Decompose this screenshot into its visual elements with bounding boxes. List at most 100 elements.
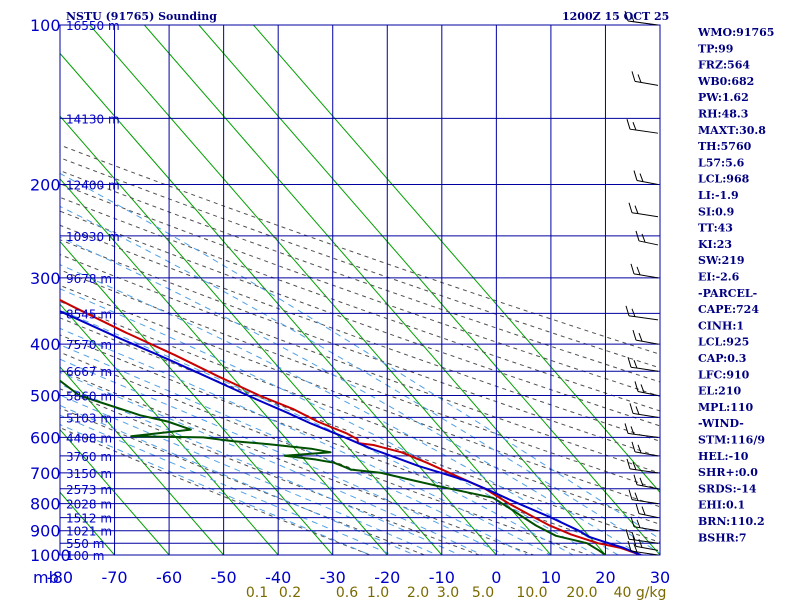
isotherm-line (143, 25, 606, 555)
wind-barb-flag (624, 423, 629, 434)
height-tick-label: 10930 m (66, 230, 120, 244)
height-tick-label: 9678 m (66, 272, 112, 286)
mixing-ratio-label: 10.0 (516, 585, 547, 600)
sounding-index: CAPE:724 (698, 303, 759, 316)
wind-barb-shaft (631, 212, 659, 218)
wind-barb-flag (641, 233, 646, 243)
pressure-tick-label: 1000 (30, 546, 71, 565)
sounding-index: EI:-2.6 (698, 271, 740, 284)
sounding-index: CAP:0.3 (698, 352, 746, 365)
pressure-tick-label: 600 (30, 428, 61, 447)
wind-barb-flag (630, 13, 635, 23)
pressure-tick-labels: 100 200 300 400 500 600 700 800 900 1000 (30, 16, 71, 565)
wind-barb-flag (633, 543, 638, 553)
wind-barb-shaft (631, 499, 659, 505)
temperature-tick-label: -10 (429, 568, 455, 587)
sounding-time: 1200Z 15 OCT 25 (562, 10, 669, 23)
sounding-index: EL:210 (698, 385, 741, 398)
temperature-tick-label: -80 (47, 568, 73, 587)
isotherm-line (198, 25, 660, 555)
wind-barb-flag (630, 426, 635, 435)
mixing-ratio-label: 3.0 (437, 585, 459, 600)
wind-barb-flag (631, 532, 636, 541)
wind-barb-flag (630, 516, 635, 527)
temperature-tick-label: -50 (211, 568, 237, 587)
sounding-index: L57:5.6 (698, 156, 745, 169)
wind-barb-shaft (635, 545, 659, 551)
mixing-ratio-label: 2.0 (407, 585, 429, 600)
wind-barb-shaft (628, 315, 659, 321)
grid-lines (59, 24, 661, 556)
height-tick-label: 3150 m (66, 467, 112, 481)
wind-barb-flag (631, 441, 636, 452)
dry-adiabat-lines (60, 144, 660, 555)
wind-barb-flag (626, 458, 631, 470)
parcel-line (60, 310, 642, 555)
wind-barb-shaft (630, 366, 659, 372)
height-tick-label: 1512 m (66, 512, 112, 526)
height-tick-label: 12400 m (66, 179, 120, 193)
wind-barb-flag (640, 384, 645, 393)
dry-adiabat (60, 407, 427, 555)
height-tick-label: 8545 m (66, 307, 112, 321)
sounding-index: LFC:910 (698, 368, 750, 381)
wind-barb-shaft (627, 432, 659, 438)
sounding-index: LI:-1.9 (698, 189, 739, 202)
wind-barb-flag (635, 406, 640, 415)
wind-barb-flag (624, 10, 629, 22)
sounding-indices: WMO:91765 TP:99 FRZ:564 WB0:682 PW:1.62 RH:48… (697, 26, 774, 544)
isotherm-line (60, 303, 279, 555)
mixing-ratio-labels: 0.1 0.2 0.6 1.0 2.0 3.0 5.0 10.0 20.0 40 g/kg (246, 585, 667, 600)
dry-adiabat (60, 334, 645, 555)
wind-barb-flag (636, 519, 641, 528)
sounding-index: SRDS:-14 (698, 482, 757, 495)
height-tick-labels: 16550 m 14130 m 12400 m 10930 m 9678 m 8545 m… (66, 19, 120, 563)
wind-barb-flag (636, 266, 641, 276)
sounding-index: MPL:110 (698, 401, 754, 414)
wind-barb-shaft (636, 180, 659, 186)
sounding-index: EHI:0.1 (698, 499, 745, 512)
wind-barb-shaft (633, 526, 659, 532)
mixing-ratio-label: 5.0 (472, 585, 494, 600)
wind-barb-flag (638, 539, 643, 548)
sounding-index: RH:48.3 (698, 108, 748, 121)
wind-barb-flag (628, 489, 633, 500)
wind-barb-flag (629, 403, 634, 414)
temperature-tick-label: 30 (650, 568, 670, 587)
dry-adiabat (60, 144, 660, 355)
wind-barb-flag (627, 357, 632, 368)
height-tick-label: 14130 m (66, 112, 120, 126)
dewpoint-line (60, 379, 607, 555)
wind-barb-shaft (629, 468, 659, 474)
dry-adiabat (60, 224, 660, 442)
sounding-index: WB0:682 (697, 75, 754, 88)
pressure-tick-label: 200 (30, 176, 61, 195)
isotherm-line (253, 25, 660, 494)
sounding-index: CINH:1 (698, 319, 744, 332)
pressure-tick-label: 800 (30, 495, 61, 514)
wind-barb-flag (631, 308, 636, 318)
isotherm-line (60, 240, 334, 555)
wind-barb-flag (627, 540, 632, 552)
plot-frame (59, 24, 661, 556)
temperature-tick-label: -30 (320, 568, 346, 587)
wind-barb-flag (625, 305, 630, 316)
sounding-index: LCL:925 (698, 336, 749, 349)
sounding-index: SW:219 (698, 254, 745, 267)
mixing-ratio-label: 0.6 (336, 585, 358, 600)
isotherm-line (60, 428, 170, 555)
temperature-tick-label: 0 (491, 568, 501, 587)
wind-barb-flag (639, 477, 644, 486)
mixing-ratio-label: 1.0 (367, 585, 389, 600)
wind-barb-flag (633, 170, 638, 181)
height-tick-label: 1021 m (66, 525, 112, 539)
height-tick-label: 4408 m (66, 431, 112, 445)
isotherm-line (60, 115, 443, 555)
wind-barb-flag (639, 173, 644, 182)
temperature-line (60, 298, 642, 555)
station-title: NSTU (91765) Sounding (66, 10, 217, 23)
height-tick-label: 5860 m (66, 389, 112, 403)
sounding-index: PW:1.62 (698, 91, 749, 104)
